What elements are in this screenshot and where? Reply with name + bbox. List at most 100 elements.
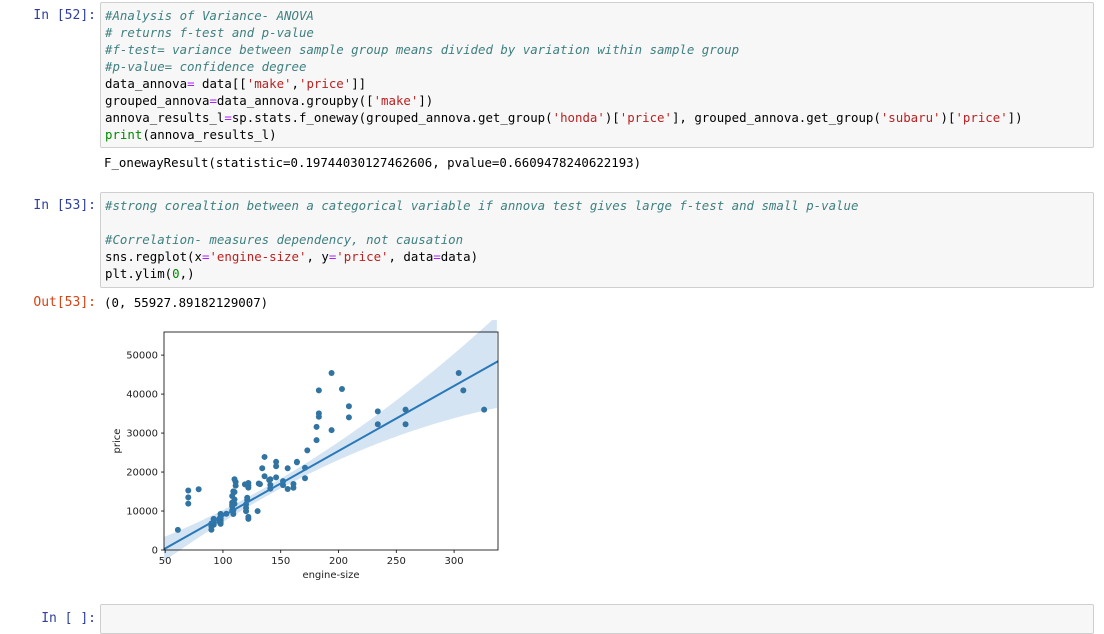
code-token: #Analysis of Variance- ANOVA <box>105 8 314 23</box>
data-point <box>293 458 300 465</box>
code-line: #strong corealtion between a categorical… <box>105 197 858 214</box>
code-line <box>105 214 858 231</box>
code-line: annova_results_l=sp.stats.f_oneway(group… <box>105 109 1023 126</box>
data-point <box>313 437 320 444</box>
cell-52-code[interactable]: #Analysis of Variance- ANOVA # returns f-… <box>105 7 1023 143</box>
code-token: 'price' <box>298 76 352 91</box>
code-token: 0 <box>172 266 180 281</box>
code-token: = <box>209 93 217 108</box>
code-token: = <box>187 76 195 91</box>
data-point <box>231 496 238 503</box>
data-point <box>267 481 274 488</box>
data-point <box>185 500 192 507</box>
data-point <box>338 385 345 392</box>
code-token: 'price' <box>955 110 1008 125</box>
data-point <box>284 486 291 493</box>
data-point <box>231 500 238 507</box>
data-point <box>455 370 462 377</box>
code-token: 'price' <box>336 249 389 264</box>
code-token: 'make' <box>373 93 419 108</box>
data-point <box>328 427 335 434</box>
data-point <box>374 421 381 428</box>
y-tick-label: 20000 <box>126 468 158 479</box>
data-point <box>345 414 352 421</box>
next-cell-code-editor[interactable] <box>100 604 1094 634</box>
code-token: , y <box>306 249 329 264</box>
x-tick-label: 150 <box>271 556 290 567</box>
code-token: = <box>328 249 337 264</box>
data-point <box>244 494 251 501</box>
code-token: plt.ylim( <box>105 266 173 281</box>
code-token: 'price' <box>619 110 672 125</box>
cell-53-code[interactable]: #strong corealtion between a categorical… <box>105 197 858 282</box>
code-token: 'make' <box>246 76 292 91</box>
code-token: ,) <box>179 266 195 281</box>
code-line: print(annova_results_l) <box>105 126 1023 143</box>
code-token: )[ <box>940 110 956 125</box>
data-point <box>301 475 308 482</box>
code-token: sns.regplot(x <box>105 249 202 264</box>
cell-53-code-editor[interactable]: #strong corealtion between a categorical… <box>100 192 1094 288</box>
data-point <box>273 463 280 470</box>
code-token: #f-test= variance between sample group m… <box>105 42 740 57</box>
code-line: data_annova= data[['make','price']] <box>105 75 1023 92</box>
data-point <box>402 406 409 413</box>
y-tick-label: 30000 <box>126 429 158 440</box>
x-tick-label: 50 <box>159 556 172 567</box>
cell-53-out-prompt: Out[53]: <box>33 295 96 310</box>
data-point <box>273 474 280 481</box>
code-line: plt.ylim(0,) <box>105 265 858 282</box>
data-point <box>259 465 266 472</box>
code-token: #p-value= confidence degree <box>105 59 307 74</box>
data-point <box>328 370 335 377</box>
code-token: #Correlation- measures dependency, not c… <box>105 232 464 247</box>
data-point <box>374 408 381 415</box>
cell-52-code-editor[interactable]: #Analysis of Variance- ANOVA # returns f-… <box>100 2 1094 148</box>
code-token: ]] <box>351 76 367 91</box>
code-line: grouped_annova=data_annova.groupby(['mak… <box>105 92 1023 109</box>
data-point <box>245 479 252 486</box>
data-point <box>284 465 291 472</box>
code-token: # returns f-test and p-value <box>105 25 314 40</box>
code-token: grouped_annova <box>105 93 210 108</box>
code-token: , data <box>388 249 434 264</box>
data-point <box>313 423 320 430</box>
code-token: 'engine-size' <box>209 249 307 264</box>
x-tick-label: 300 <box>445 556 464 567</box>
data-point <box>195 486 202 493</box>
data-point <box>315 410 322 417</box>
data-point <box>481 406 488 413</box>
code-token: print <box>105 127 143 142</box>
code-token: 'subaru' <box>880 110 941 125</box>
data-point <box>267 476 274 483</box>
cell-52-in-prompt: In [52]: <box>33 8 96 23</box>
data-point <box>402 421 409 428</box>
code-token: = <box>433 249 441 264</box>
code-token: 'honda' <box>552 110 605 125</box>
data-point <box>254 508 261 515</box>
y-axis-label: price <box>112 429 123 454</box>
code-line: #Analysis of Variance- ANOVA <box>105 7 1023 24</box>
code-token: sp.stats.f_oneway(grouped_annova.get_gro… <box>231 110 553 125</box>
code-line: # returns f-test and p-value <box>105 24 1023 41</box>
data-point <box>174 526 181 533</box>
data-point <box>185 494 192 501</box>
code-token: annova_results_l <box>105 110 225 125</box>
y-tick-label: 0 <box>152 546 158 557</box>
data-point <box>185 487 192 494</box>
data-point <box>261 473 268 480</box>
code-token: (annova_results_l) <box>142 127 277 142</box>
code-line: sns.regplot(x='engine-size', y='price', … <box>105 248 858 265</box>
code-token: #strong corealtion between a categorical… <box>105 198 859 213</box>
code-token: ]) <box>418 93 434 108</box>
data-point <box>460 387 467 394</box>
code-token: ], grouped_annova.get_group( <box>671 110 881 125</box>
data-point <box>304 447 311 454</box>
code-line: #Correlation- measures dependency, not c… <box>105 231 858 248</box>
code-token: )[ <box>604 110 620 125</box>
code-token: data) <box>440 249 479 264</box>
regression-line <box>163 360 499 551</box>
data-point <box>232 478 239 485</box>
data-point <box>273 458 280 465</box>
y-tick-label: 50000 <box>126 351 158 362</box>
